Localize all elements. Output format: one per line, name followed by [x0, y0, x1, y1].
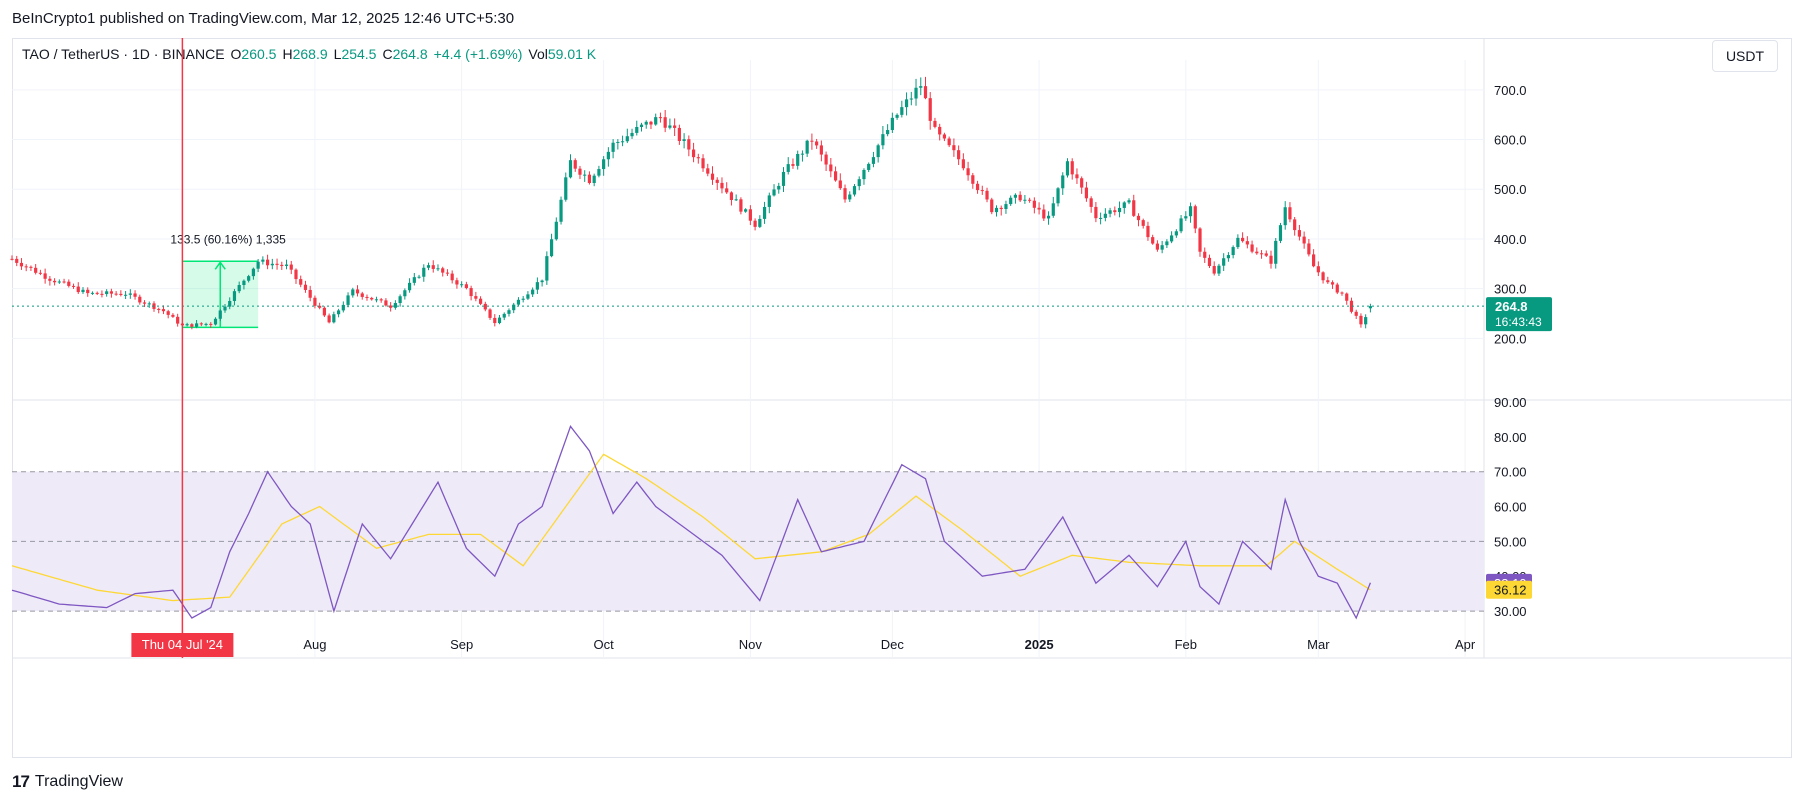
rsi-ma-legend-value: 36.12: [96, 472, 132, 488]
rsi-legend-label: RSI: [22, 472, 46, 488]
chart-frame: [12, 38, 1792, 758]
currency-button[interactable]: USDT: [1712, 40, 1778, 72]
rsi-legend: RSI 38.10 36.12: [22, 472, 131, 488]
low-label: L: [333, 46, 342, 62]
tradingview-logo-icon: 17: [12, 772, 30, 791]
open-label: O: [230, 46, 242, 62]
symbol-legend: TAO / TetherUS · 1D · BINANCE O260.5 H26…: [22, 46, 596, 62]
high-label: H: [282, 46, 293, 62]
change-value: +4.4 (+1.69%): [433, 46, 523, 62]
high-value: 268.9: [292, 46, 328, 62]
low-value: 254.5: [341, 46, 377, 62]
volume-value: 59.01 K: [547, 46, 597, 62]
open-value: 260.5: [241, 46, 277, 62]
rsi-legend-value: 38.10: [53, 472, 89, 488]
close-value: 264.8: [392, 46, 428, 62]
footer: 17 TradingView: [12, 772, 123, 792]
footer-brand[interactable]: TradingView: [34, 773, 123, 790]
publisher-line: BeInCrypto1 published on TradingView.com…: [12, 10, 515, 27]
symbol-name[interactable]: TAO / TetherUS · 1D · BINANCE: [22, 46, 225, 62]
volume-label: Vol: [528, 46, 548, 62]
close-label: C: [382, 46, 393, 62]
